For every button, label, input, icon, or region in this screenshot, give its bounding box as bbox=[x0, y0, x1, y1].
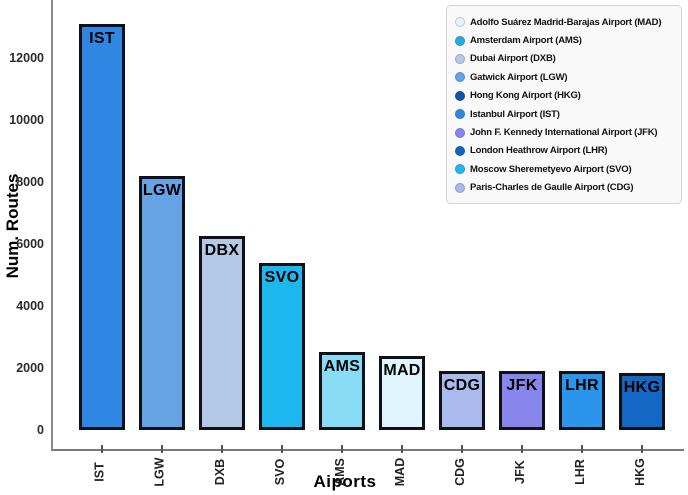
x-tick-mark bbox=[521, 445, 523, 453]
bar-mad: MAD bbox=[379, 356, 425, 430]
bar-value-label: LHR bbox=[565, 377, 599, 394]
legend-marker-icon bbox=[455, 72, 465, 83]
legend-item-ist: Istanbul Airport (IST) bbox=[455, 105, 674, 123]
x-tick-label: SVO bbox=[273, 458, 287, 486]
x-tick-label: MAD bbox=[393, 457, 407, 487]
x-tick-mark bbox=[461, 445, 463, 453]
legend-label: Istanbul Airport (IST) bbox=[470, 108, 560, 120]
legend-item-cdg: Paris-Charles de Gaulle Airport (CDG) bbox=[455, 179, 674, 197]
y-tick-label: 8000 bbox=[16, 175, 44, 189]
bar-value-label: CDG bbox=[443, 377, 481, 394]
legend-label: London Heathrow Airport (LHR) bbox=[470, 145, 608, 157]
x-tick-label: AMS bbox=[333, 458, 347, 486]
legend-item-jfk: John F. Kennedy International Airport (J… bbox=[455, 123, 674, 141]
y-axis-title: Num. Routes bbox=[3, 173, 22, 279]
x-tick-label: LHR bbox=[572, 459, 587, 485]
y-tick-label: 12000 bbox=[9, 51, 44, 65]
legend-item-lhr: London Heathrow Airport (LHR) bbox=[455, 142, 674, 160]
bar-value-label: MAD bbox=[383, 362, 421, 379]
legend-marker-icon bbox=[455, 164, 465, 175]
legend-marker-icon bbox=[455, 109, 465, 120]
x-tick-mark bbox=[281, 445, 283, 453]
bar-value-label: AMS bbox=[323, 358, 361, 375]
plot-area: IST LGW DBX SVO AMS MAD CDG JFK LHR HKG bbox=[51, 0, 684, 453]
y-tick-label: 0 bbox=[37, 423, 44, 437]
x-tick-mark bbox=[581, 445, 583, 453]
x-tick-label: CDG bbox=[453, 458, 467, 486]
legend-marker-icon bbox=[455, 127, 465, 138]
legend-item-lgw: Gatwick Airport (LGW) bbox=[455, 68, 674, 86]
x-tick-mark bbox=[221, 445, 223, 453]
bar-ams: AMS bbox=[319, 352, 365, 430]
x-axis-title: Aiports bbox=[313, 472, 377, 491]
legend-marker-icon bbox=[455, 17, 465, 28]
bar-svo: SVO bbox=[259, 263, 305, 430]
bar-value-label: DBX bbox=[204, 242, 240, 259]
x-tick-mark bbox=[641, 445, 643, 453]
x-tick-label: JFK bbox=[513, 460, 527, 484]
legend-label: Hong Kong Airport (HKG) bbox=[470, 90, 581, 102]
bar-lgw: LGW bbox=[139, 176, 185, 430]
legend-label: Gatwick Airport (LGW) bbox=[470, 71, 568, 83]
y-tick-label: 2000 bbox=[16, 361, 44, 375]
legend-label: Moscow Sheremetyevo Airport (SVO) bbox=[470, 163, 632, 175]
x-tick-mark bbox=[101, 445, 103, 453]
x-tick-label: LGW bbox=[152, 457, 167, 487]
legend-label: Amsterdam Airport (AMS) bbox=[470, 35, 582, 47]
bar-cdg: CDG bbox=[439, 371, 485, 430]
legend-box: Adolfo Suárez Madrid-Barajas Airport (MA… bbox=[446, 5, 682, 204]
legend-item-dxb: Dubai Airport (DXB) bbox=[455, 50, 674, 68]
legend-marker-icon bbox=[455, 145, 465, 156]
x-tick-label: HKG bbox=[633, 458, 647, 486]
x-tick-label: IST bbox=[92, 462, 107, 482]
x-tick-mark bbox=[401, 445, 403, 453]
y-tick-label: 4000 bbox=[16, 299, 44, 313]
legend-marker-icon bbox=[455, 53, 465, 64]
bar-hkg: HKG bbox=[619, 373, 665, 430]
x-tick-mark bbox=[161, 445, 163, 453]
legend-item-svo: Moscow Sheremetyevo Airport (SVO) bbox=[455, 160, 674, 178]
x-tick-mark bbox=[341, 445, 343, 453]
legend-item-hkg: Hong Kong Airport (HKG) bbox=[455, 87, 674, 105]
legend-label: Paris-Charles de Gaulle Airport (CDG) bbox=[470, 182, 634, 194]
bar-value-label: HKG bbox=[623, 379, 661, 396]
bar-value-label: LGW bbox=[142, 182, 182, 199]
legend-label: John F. Kennedy International Airport (J… bbox=[470, 127, 658, 139]
legend-item-ams: Amsterdam Airport (AMS) bbox=[455, 31, 674, 49]
y-tick-label: 10000 bbox=[9, 113, 44, 127]
legend-item-mad: Adolfo Suárez Madrid-Barajas Airport (MA… bbox=[455, 13, 674, 31]
bar-value-label: JFK bbox=[506, 377, 538, 394]
y-tick-label: 6000 bbox=[16, 237, 44, 251]
bar-lhr: LHR bbox=[559, 371, 605, 430]
legend-marker-icon bbox=[455, 35, 465, 46]
bar-jfk: JFK bbox=[499, 371, 545, 430]
legend-marker-icon bbox=[455, 182, 465, 193]
bar-dxb: DBX bbox=[199, 236, 245, 430]
legend-marker-icon bbox=[455, 90, 465, 101]
bar-value-label: SVO bbox=[264, 269, 300, 286]
legend-label: Dubai Airport (DXB) bbox=[470, 53, 556, 65]
bar-value-label: IST bbox=[89, 30, 115, 47]
x-tick-label: DXB bbox=[213, 458, 227, 486]
legend-label: Adolfo Suárez Madrid-Barajas Airport (MA… bbox=[470, 16, 662, 28]
bar-ist: IST bbox=[79, 24, 125, 430]
